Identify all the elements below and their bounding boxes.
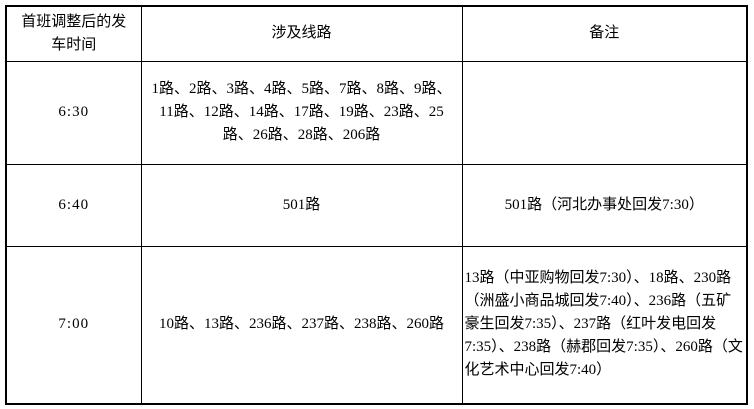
remark-cell-640: 501路（河北办事处回发7:30）	[461, 163, 748, 247]
time-cell-700: 7:00	[5, 245, 142, 405]
remark-cell-630	[461, 60, 748, 165]
routes-cell-630: 1路、2路、3路、4路、5路、7路、8路、9路、11路、12路、14路、17路、…	[140, 60, 463, 165]
time-cell-640: 6:40	[5, 163, 142, 247]
bus-schedule-table: 首班调整后的发车时间 涉及线路 备注 6:30 1路、2路、3路、4路、5路、7…	[5, 5, 748, 405]
routes-cell-700: 10路、13路、236路、237路、238路、260路	[140, 245, 463, 405]
header-departure-time: 首班调整后的发车时间	[5, 5, 142, 62]
table-row-640: 6:40 501路 501路（河北办事处回发7:30）	[5, 163, 748, 247]
table-row-700: 7:00 10路、13路、236路、237路、238路、260路 13路（中亚购…	[5, 245, 748, 405]
table-row-630: 6:30 1路、2路、3路、4路、5路、7路、8路、9路、11路、12路、14路…	[5, 60, 748, 165]
remark-cell-700: 13路（中亚购物回发7:30）、18路、230路（洲盛小商品城回发7:40）、2…	[461, 245, 748, 405]
header-row: 首班调整后的发车时间 涉及线路 备注	[5, 5, 748, 62]
time-cell-630: 6:30	[5, 60, 142, 165]
header-affected-routes: 涉及线路	[140, 5, 463, 62]
routes-cell-640: 501路	[140, 163, 463, 247]
header-remarks: 备注	[461, 5, 748, 62]
